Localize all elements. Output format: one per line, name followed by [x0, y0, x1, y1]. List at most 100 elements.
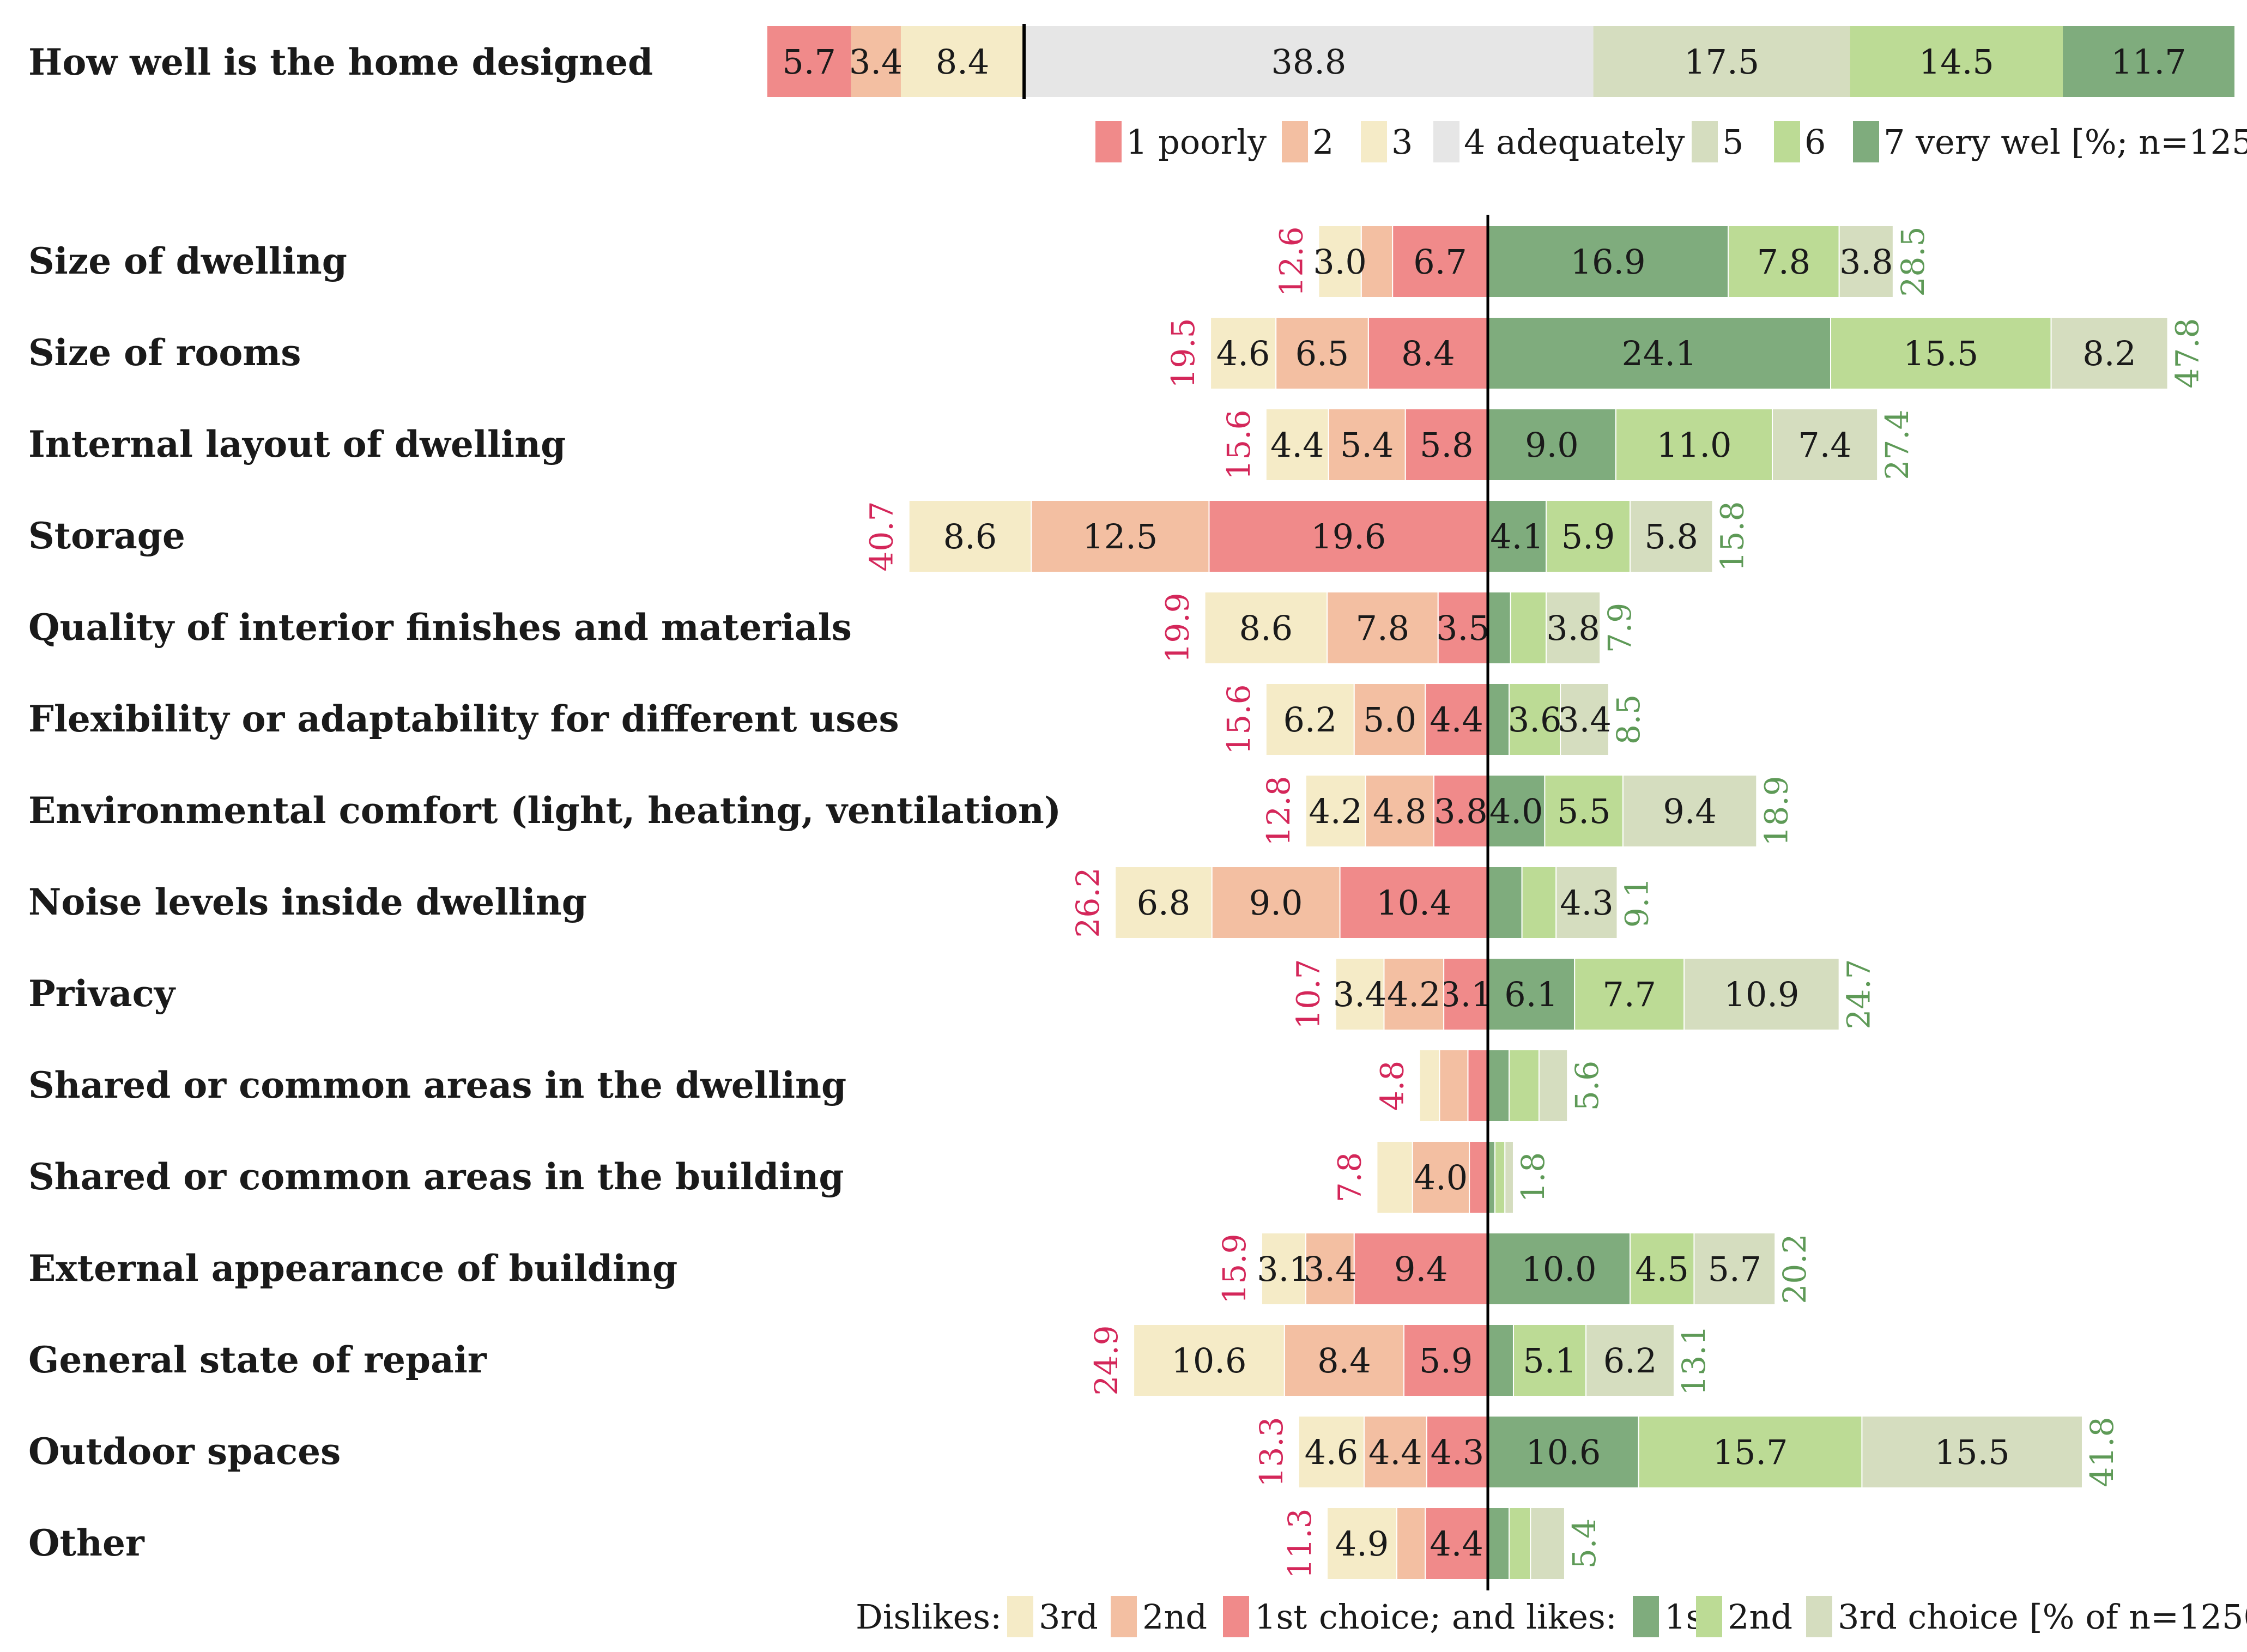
dislike-value-choice-3: 3.4 [1333, 975, 1387, 1014]
like-bar-choice-3 [1546, 591, 1601, 664]
dislike-value-choice-2: 4.0 [1414, 1158, 1468, 1197]
dislike-total: 15.9 [1216, 1233, 1253, 1304]
like-value-choice-3: 3.4 [1558, 700, 1612, 740]
category-label: Size of rooms [28, 331, 301, 374]
category-label: Size of dwelling [28, 240, 347, 282]
like-bar-choice-2 [1728, 225, 1840, 298]
like-bar-choice-1 [1487, 1232, 1631, 1305]
like-bar-choice-1 [1487, 591, 1511, 664]
like-bar-choice-3 [1683, 958, 1840, 1031]
dislike-total: 4.8 [1374, 1061, 1411, 1111]
dislike-value-choice-2: 5.4 [1340, 425, 1394, 465]
dislike-bar-choice-3 [1210, 317, 1277, 390]
category-label: Privacy [28, 972, 176, 1015]
like-value-choice-3: 7.4 [1798, 425, 1852, 465]
rating-segment-7 [2063, 26, 2234, 97]
like-legend-swatch-1 [1633, 1596, 1659, 1637]
dislike-value-choice-3: 8.6 [1239, 608, 1293, 648]
like-value-choice-2: 7.7 [1602, 975, 1656, 1014]
like-bar-choice-3 [1585, 1324, 1675, 1397]
dislike-value-choice-2: 12.5 [1082, 517, 1158, 556]
category-label: Flexibility or adaptability for differen… [28, 698, 899, 740]
dislike-bar-choice-2 [1412, 1141, 1470, 1214]
dislike-value-choice-1: 5.8 [1420, 425, 1474, 465]
like-bar-choice-3 [1772, 408, 1879, 481]
dislike-bar-choice-3 [1376, 1141, 1413, 1214]
dislike-value-choice-3: 8.6 [943, 517, 997, 556]
dislike-legend-swatch-3 [1223, 1596, 1249, 1637]
like-bar-choice-3 [1504, 1141, 1514, 1214]
dislike-value-choice-1: 19.6 [1311, 517, 1386, 556]
choice-legend: Dislikes: 3rd 2nd 1st choice; and likes: 1st 2… [856, 1596, 2247, 1637]
like-value-choice-2: 5.5 [1557, 791, 1611, 831]
dislike-value-choice-1: 10.4 [1376, 883, 1451, 923]
like-value-choice-1: 9.0 [1525, 425, 1579, 465]
rating-value-3: 8.4 [936, 42, 990, 82]
dislike-bar-choice-3 [1318, 225, 1362, 298]
like-bar-choice-2 [1638, 1415, 1863, 1488]
like-value-choice-2: 15.7 [1713, 1432, 1788, 1472]
dislike-bar-choice-2 [1353, 683, 1426, 756]
design-rating-bar: How well is the home designed 5.7 3.4 8.4 38… [28, 24, 2234, 99]
dislike-bar-choice-2 [1305, 1232, 1355, 1305]
design-rating-legend: 1 poorly 2 3 4 adequately 5 6 7 very wel [%; n… [1095, 121, 2247, 162]
dislike-bar-choice-1 [1467, 1049, 1488, 1122]
like-bar-choice-1 [1487, 774, 1546, 848]
like-legend-swatch-2 [1696, 1596, 1722, 1637]
category-label: Noise levels inside dwelling [28, 881, 587, 923]
like-bar-choice-1 [1487, 866, 1523, 939]
legend-label-5: 5 [1722, 122, 1743, 162]
dislike-bar-choice-1 [1443, 958, 1489, 1031]
legend-swatch-6 [1774, 121, 1800, 162]
like-total: 7.9 [1601, 603, 1638, 653]
dislike-value-choice-1: 3.8 [1434, 791, 1488, 831]
dislike-bar-choice-1 [1433, 774, 1489, 848]
like-bar-choice-3 [1555, 866, 1618, 939]
like-value-choice-3: 4.3 [1560, 883, 1614, 923]
like-bar-choice-2 [1509, 1049, 1540, 1122]
like-total: 28.5 [1894, 226, 1931, 296]
dislike-bar-choice-3 [1261, 1232, 1306, 1305]
dislike-value-choice-1: 4.3 [1431, 1432, 1485, 1472]
like-value-choice-1: 4.1 [1490, 517, 1544, 556]
like-value-choice-1: 6.1 [1504, 975, 1558, 1014]
like-value-choice-2: 5.9 [1561, 517, 1615, 556]
dislike-total: 26.2 [1069, 867, 1106, 937]
dislike-total: 13.3 [1253, 1417, 1290, 1487]
dislike-value-choice-2: 3.4 [1303, 1249, 1357, 1289]
like-bar-choice-1 [1487, 683, 1510, 756]
dislike-total: 19.5 [1165, 318, 1202, 388]
like-bar-choice-3 [1693, 1232, 1776, 1305]
dislike-total: 10.7 [1290, 959, 1327, 1029]
dislike-value-choice-3: 6.2 [1283, 700, 1337, 740]
dislike-value-choice-3: 3.1 [1257, 1249, 1311, 1289]
like-value-choice-3: 9.4 [1663, 791, 1717, 831]
dislike-bar-choice-3 [1204, 591, 1328, 664]
rating-value-1: 5.7 [782, 42, 836, 82]
like-total: 13.1 [1675, 1325, 1712, 1395]
like-value-choice-2: 7.8 [1757, 242, 1811, 282]
like-value-choice-3: 3.8 [1546, 608, 1600, 648]
dislike-value-choice-2: 5.0 [1363, 700, 1417, 740]
like-bar-choice-1 [1487, 225, 1729, 298]
dislike-bar-choice-3 [1327, 1507, 1397, 1580]
like-legend-swatch-3 [1806, 1596, 1832, 1637]
like-bar-choice-3 [1560, 683, 1609, 756]
dislike-value-choice-2: 4.4 [1368, 1432, 1422, 1472]
dislike-value-choice-1: 4.4 [1430, 700, 1483, 740]
like-total: 9.1 [1619, 878, 1656, 928]
dislike-bar-choice-2 [1031, 500, 1210, 573]
like-bar-choice-2 [1510, 591, 1547, 664]
rating-segment-6 [1850, 26, 2063, 97]
dislike-legend-label-1: 3rd [1039, 1597, 1098, 1637]
dislike-total: 15.6 [1220, 684, 1257, 754]
dislike-total: 24.9 [1088, 1325, 1125, 1395]
category-label: Outdoor spaces [28, 1430, 341, 1473]
dislike-bar-choice-3 [1265, 408, 1329, 481]
legend-swatch-3 [1361, 121, 1387, 162]
like-bar-choice-3 [1622, 774, 1758, 848]
like-value-choice-2: 11.0 [1656, 425, 1731, 465]
like-bar-choice-2 [1574, 958, 1685, 1031]
like-bar-choice-1 [1487, 408, 1616, 481]
dislike-bar-choice-2 [1327, 591, 1439, 664]
